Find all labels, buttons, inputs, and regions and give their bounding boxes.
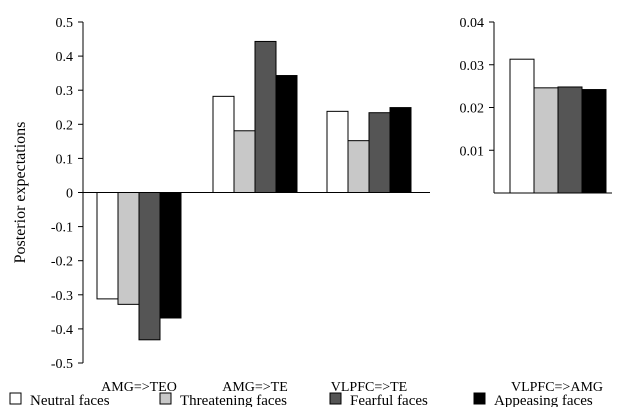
legend-swatch-neutral-faces [9, 392, 22, 405]
bar-AMG=>TE-appeasing-faces [275, 75, 298, 193]
left-panel: 0.5 0.4 0.3 0.2 0.1 0 -0.1 -0.2 -0.3 -0.4 -0.5 Post… [12, 16, 430, 395]
legend-label-appeasing-faces: Appeasing faces [494, 393, 593, 407]
left-y-tick-label: 0.2 [56, 118, 74, 133]
bar-VLPFC=>TE-neutral-faces [326, 110, 349, 193]
bar-AMG=>TEO-threatening-faces [117, 192, 140, 305]
left-y-tick-label: 0.1 [56, 152, 74, 167]
bar-VLPFC=>TE-fearful-faces [368, 112, 391, 193]
legend-label-threatening-faces: Threatening faces [180, 393, 287, 407]
left-y-tick-label: 0.5 [56, 16, 74, 31]
bar-AMG=>TEO-fearful-faces [138, 192, 161, 341]
left-y-tick-label: -0.3 [51, 289, 73, 304]
bar-AMG=>TE-fearful-faces [254, 40, 277, 194]
left-y-tick-label: 0.3 [56, 84, 74, 99]
legend: Neutral faces Threatening faces Fearful fa… [9, 392, 593, 407]
bar-AMG=>TE-threatening-faces [233, 130, 256, 194]
right-y-tick-label: 0.02 [460, 102, 485, 117]
legend-swatch-threatening-faces [159, 392, 172, 405]
left-y-tick-label: 0 [66, 187, 73, 202]
legend-label-neutral-faces: Neutral faces [30, 393, 110, 407]
right-y-tick-label: 0.03 [460, 59, 485, 74]
legend-swatch-appeasing-faces [473, 392, 486, 405]
legend-label-fearful-faces: Fearful faces [350, 393, 428, 407]
right-panel: 0.04 0.03 0.02 0.01 VLPFC=>AMG [460, 16, 612, 395]
left-y-tick-label: -0.5 [51, 357, 73, 372]
left-y-tick-label: -0.1 [51, 221, 73, 236]
legend-swatch-fearful-faces [329, 392, 342, 405]
bar-AMG=>TE-neutral-faces [212, 95, 235, 193]
category-label: VLPFC=>AMG [511, 380, 603, 395]
bar-VLPFC=>AMG-fearful-faces [557, 86, 583, 194]
bar-AMG=>TEO-appeasing-faces [159, 192, 182, 319]
bar-AMG=>TEO-neutral-faces [96, 192, 119, 300]
category-label: AMG=>TE [222, 380, 288, 395]
bar-VLPFC=>AMG-appeasing-faces [581, 89, 607, 194]
y-axis-label: Posterior expectations [12, 122, 29, 264]
bar-VLPFC=>TE-threatening-faces [347, 140, 370, 193]
category-label: AMG=>TEO [101, 380, 177, 395]
right-y-tick-label: 0.01 [460, 144, 485, 159]
left-y-tick-label: -0.2 [51, 255, 73, 270]
bar-VLPFC=>TE-appeasing-faces [389, 107, 412, 193]
category-label: VLPFC=>TE [331, 380, 407, 395]
left-y-tick-label: -0.4 [51, 323, 73, 338]
right-y-tick-label: 0.04 [460, 16, 485, 31]
left-y-tick-label: 0.4 [56, 50, 74, 65]
bar-VLPFC=>AMG-neutral-faces [509, 58, 535, 194]
bar-VLPFC=>AMG-threatening-faces [533, 87, 559, 194]
